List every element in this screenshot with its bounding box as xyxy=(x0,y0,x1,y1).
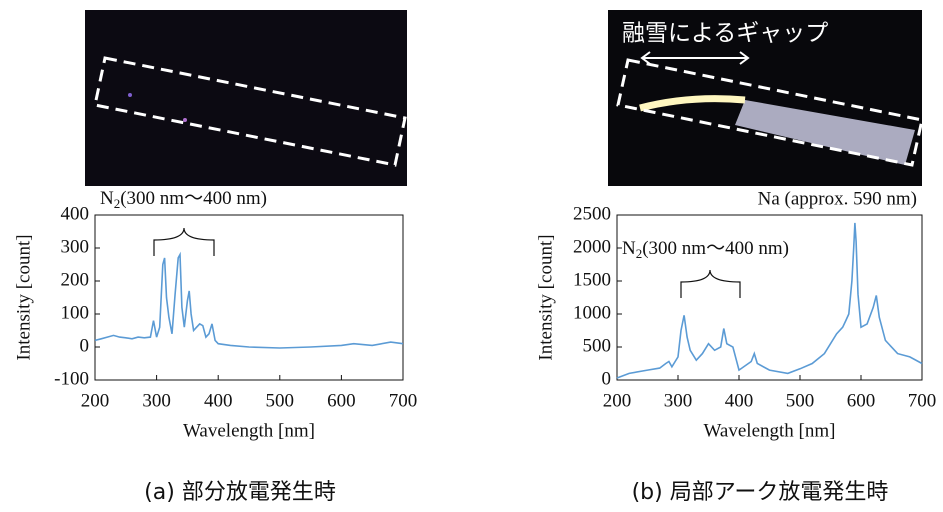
x-tick-label: 200 xyxy=(603,390,632,411)
y-tick-label: 0 xyxy=(602,368,612,389)
spectrum-line xyxy=(616,222,923,379)
annotation-sub: 2 xyxy=(636,246,643,261)
y-tick-label: 1000 xyxy=(573,302,611,323)
x-tick-label: 700 xyxy=(908,390,937,411)
y-axis-label: Intensity [count] xyxy=(535,234,556,360)
spectrum-line xyxy=(94,251,404,349)
y-tick-label: 400 xyxy=(61,203,90,224)
x-tick-label: 300 xyxy=(664,390,693,411)
bracket xyxy=(153,227,215,256)
plot-frame xyxy=(94,214,404,381)
x-tick-label: 600 xyxy=(847,390,876,411)
photo-label: 融雪によるギャップ xyxy=(622,21,828,47)
x-tick-label: 700 xyxy=(389,390,418,411)
caption: (b) 局部アーク放電発生時 xyxy=(632,480,889,505)
annotation-rest: (300 nm〜400 nm) xyxy=(120,188,267,209)
y-tick-label: 100 xyxy=(61,302,90,323)
arc xyxy=(639,95,746,112)
annotation-sub: 2 xyxy=(114,196,121,211)
photo-a xyxy=(85,10,407,186)
x-tick-label: 300 xyxy=(142,390,171,411)
x-tick-label: 600 xyxy=(327,390,356,411)
annotation: N2(300 nm〜400 nm) xyxy=(100,188,267,211)
y-tick-label: 2500 xyxy=(573,203,611,224)
annotation-rest: (300 nm〜400 nm) xyxy=(642,238,789,259)
x-tick-label: 400 xyxy=(725,390,754,411)
annotation-main: N xyxy=(622,238,636,259)
discharge-spot xyxy=(128,93,132,97)
y-tick-label: 200 xyxy=(61,269,90,290)
annotation-main: N xyxy=(100,188,114,209)
snow xyxy=(735,100,915,165)
x-axis-label: Wavelength [nm] xyxy=(183,420,315,441)
highlight-box xyxy=(616,58,924,167)
annotation: Na (approx. 590 nm) xyxy=(758,188,917,209)
plot-frame xyxy=(616,214,923,381)
highlight-box xyxy=(93,56,407,167)
x-tick-label: 500 xyxy=(786,390,815,411)
y-tick-label: 0 xyxy=(80,335,90,356)
y-tick-label: 300 xyxy=(61,236,90,257)
caption: (a) 部分放電発生時 xyxy=(144,480,336,505)
annotation: N2(300 nm〜400 nm) xyxy=(622,238,789,261)
y-tick-label: 1500 xyxy=(573,269,611,290)
arrow-heads xyxy=(640,51,750,65)
y-tick-label: 500 xyxy=(583,335,612,356)
bracket xyxy=(680,269,741,298)
y-tick-label: 2000 xyxy=(573,236,611,257)
x-tick-label: 400 xyxy=(204,390,233,411)
x-axis-label: Wavelength [nm] xyxy=(704,420,836,441)
y-axis-label: Intensity [count] xyxy=(13,234,34,360)
x-tick-label: 200 xyxy=(81,390,110,411)
discharge-spot xyxy=(183,118,187,122)
y-tick-label: -100 xyxy=(54,368,89,389)
x-tick-label: 500 xyxy=(266,390,295,411)
